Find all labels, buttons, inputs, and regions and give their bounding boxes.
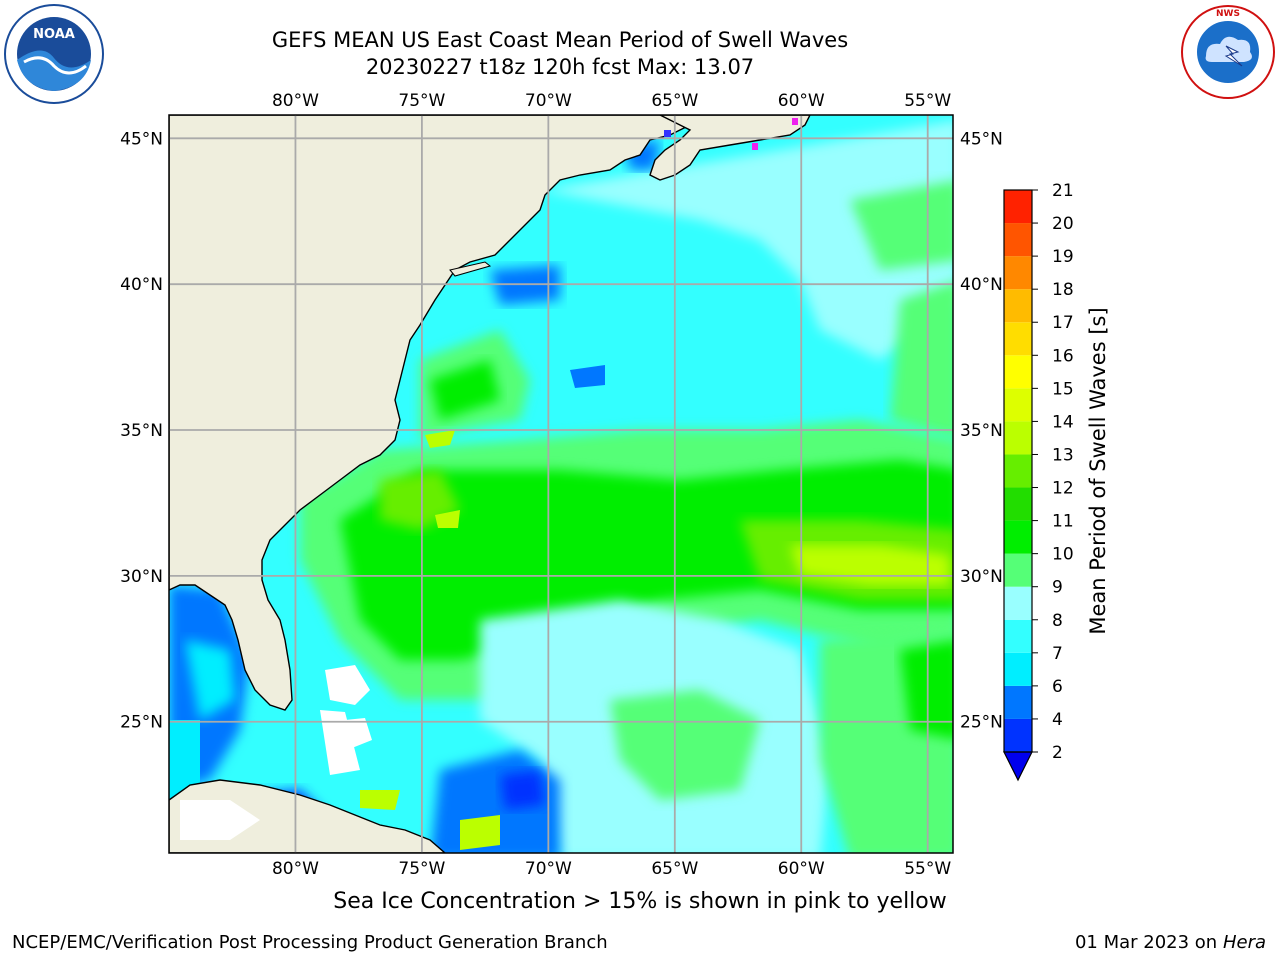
- colorbar-segment: [1004, 355, 1032, 389]
- colorbar-tick-label: 15: [1052, 379, 1074, 399]
- noaa-logo-text: NOAA: [33, 27, 75, 42]
- colorbar-tick-label: 9: [1052, 578, 1063, 598]
- colorbar-tick-label: 7: [1052, 644, 1063, 664]
- colorbar-tick-label: 12: [1052, 479, 1074, 499]
- colorbar-segment: [1004, 685, 1032, 719]
- colorbar-segment: [1004, 454, 1032, 488]
- colorbar-title: Mean Period of Swell Waves [s]: [1086, 307, 1110, 634]
- colorbar-segment: [1004, 619, 1032, 653]
- latitude-label: 30°N: [120, 567, 163, 587]
- nws-logo: NWS: [1176, 2, 1280, 106]
- latitude-label: 40°N: [120, 275, 163, 295]
- colorbar-segment: [1004, 553, 1032, 587]
- machine-name: Hera: [1222, 932, 1266, 953]
- land-masses: [169, 115, 811, 853]
- colorbar: 2 4 6 7 8 9 10 11 12 13 14 15 16 17 18 19 20 21: [1003, 181, 1074, 782]
- colorbar-tick-label: 19: [1052, 247, 1074, 267]
- longitude-label: 70°W: [525, 91, 572, 111]
- credit-date: 01 Mar 2023 on Hera: [1075, 932, 1266, 953]
- colorbar-frame: [1003, 189, 1033, 753]
- latitude-label: 25°N: [960, 713, 1003, 733]
- sea-ice-marker: [792, 118, 798, 125]
- colorbar-segment: [1004, 388, 1032, 422]
- longitude-label: 80°W: [272, 859, 319, 879]
- colorbar-tick-label: 11: [1052, 512, 1074, 532]
- latitude-label: 35°N: [120, 421, 163, 441]
- svg-text:NWS: NWS: [1216, 9, 1240, 19]
- colorbar-segment: [1004, 190, 1032, 224]
- colorbar-tick-label: 10: [1052, 545, 1074, 565]
- latitude-label: 25°N: [120, 713, 163, 733]
- sea-ice-note: Sea Ice Concentration > 15% is shown in …: [333, 889, 947, 914]
- latitude-label: 40°N: [960, 275, 1003, 295]
- latitude-label: 45°N: [960, 129, 1003, 149]
- longitude-label: 60°W: [778, 859, 825, 879]
- colorbar-tick-label: 18: [1052, 280, 1074, 300]
- colorbar-tick-label: 4: [1052, 710, 1063, 730]
- colorbar-segment: [1004, 718, 1032, 752]
- latitude-label: 30°N: [960, 567, 1003, 587]
- colorbar-tick-label: 14: [1052, 412, 1074, 432]
- longitude-labels-bottom: 80°W 75°W 70°W 65°W 60°W 55°W: [272, 859, 951, 879]
- latitude-label: 45°N: [120, 129, 163, 149]
- longitude-label: 65°W: [651, 91, 698, 111]
- longitude-labels-top: 80°W 75°W 70°W 65°W 60°W 55°W: [272, 91, 951, 111]
- longitude-label: 75°W: [398, 91, 445, 111]
- latitude-label: 35°N: [960, 421, 1003, 441]
- colorbar-segment: [1004, 421, 1032, 455]
- colorbar-segment: [1004, 652, 1032, 686]
- map-frame: [168, 114, 954, 854]
- colorbar-segment: [1004, 322, 1032, 356]
- colorbar-tick-label: 8: [1052, 611, 1063, 631]
- colorbar-tick-label: 13: [1052, 445, 1074, 465]
- colorbar-segment: [1004, 487, 1032, 521]
- sea-ice-marker: [752, 143, 758, 150]
- colorbar-segment: [1004, 223, 1032, 257]
- longitude-label: 70°W: [525, 859, 572, 879]
- longitude-label: 75°W: [398, 859, 445, 879]
- swell-period-field: [169, 121, 953, 853]
- colorbar-tick-label: 21: [1052, 181, 1074, 201]
- forecast-subtitle: 20230227 t18z 120h fcst Max: 13.07: [365, 55, 755, 79]
- colorbar-tick-label: 17: [1052, 313, 1074, 333]
- map-title: GEFS MEAN US East Coast Mean Period of S…: [271, 28, 849, 52]
- colorbar-extend-arrow: [1003, 751, 1033, 782]
- longitude-label: 65°W: [651, 859, 698, 879]
- colorbar-segment: [1004, 256, 1032, 290]
- colorbar-tick-label: 2: [1052, 743, 1063, 763]
- colorbar-tick-label: 6: [1052, 677, 1063, 697]
- latitude-labels-left: 45°N 40°N 35°N 30°N 25°N: [120, 129, 163, 732]
- colorbar-segment: [1004, 520, 1032, 554]
- map-panel: [169, 115, 953, 853]
- longitude-label: 80°W: [272, 91, 319, 111]
- noaa-logo: NOAA: [2, 2, 106, 110]
- graticule: [169, 115, 953, 853]
- colorbar-tick-label: 16: [1052, 346, 1074, 366]
- credit-branch: NCEP/EMC/Verification Post Processing Pr…: [12, 932, 608, 953]
- longitude-label: 55°W: [904, 859, 951, 879]
- colorbar-tick-label: 20: [1052, 214, 1074, 234]
- latitude-labels-right: 45°N 40°N 35°N 30°N 25°N: [960, 129, 1003, 732]
- longitude-label: 60°W: [778, 91, 825, 111]
- sea-ice-marker: [664, 130, 671, 137]
- colorbar-segment: [1004, 289, 1032, 323]
- plot-date: 01 Mar 2023 on: [1074, 932, 1218, 953]
- colorbar-segment: [1004, 586, 1032, 620]
- longitude-label: 55°W: [904, 91, 951, 111]
